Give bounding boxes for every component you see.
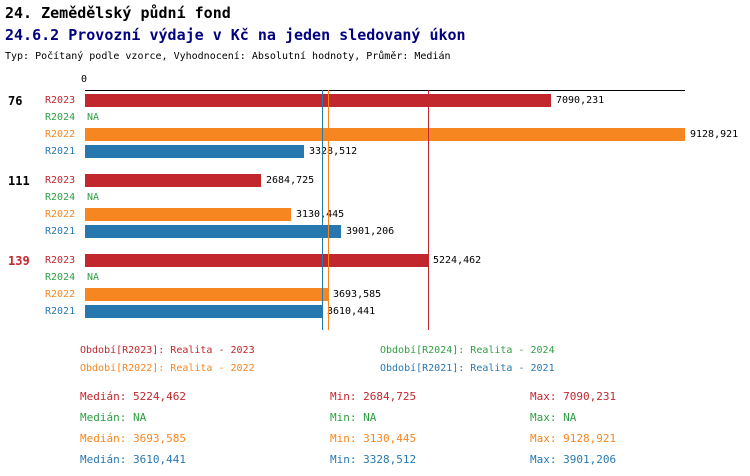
series-label-r2022: R2022 [45, 129, 76, 140]
axis-line [85, 90, 685, 91]
series-label-r2023: R2023 [45, 255, 76, 266]
bar-r2023 [85, 254, 428, 267]
median-line-r2021 [322, 90, 323, 330]
bar-r2023 [85, 174, 261, 187]
series-label-r2021: R2021 [45, 226, 76, 237]
series-label-r2024: R2024 [45, 112, 76, 123]
stat-median-r2021: Medián: 3610,441 [80, 453, 186, 466]
series-label-r2022: R2022 [45, 209, 76, 220]
stat-max-r2021: Max: 3901,206 [530, 453, 617, 466]
bar-r2022 [85, 208, 291, 221]
bar-value-label: 3610,441 [327, 306, 376, 317]
legend-item-r2022: Období[R2022]: Realita - 2022 [80, 363, 255, 374]
stat-max-r2024: Max: NA [530, 411, 577, 424]
bar-r2021 [85, 225, 341, 238]
stat-median-r2022: Medián: 3693,585 [80, 432, 186, 445]
legend-item-r2023: Období[R2023]: Realita - 2023 [80, 345, 255, 356]
bar-r2022 [85, 288, 328, 301]
group-row-label: 111 [8, 174, 30, 188]
bar-value-label: 3328,512 [309, 146, 358, 157]
bar-value-label: 7090,231 [556, 95, 605, 106]
chart-title: 24. Zemědělský půdní fond [5, 4, 231, 22]
bar-r2021 [85, 305, 322, 318]
stat-min-r2023: Min: 2684,725 [330, 390, 417, 403]
bar-r2021 [85, 145, 304, 158]
bar-value-label: 3130,445 [296, 209, 345, 220]
bar-value-na: NA [87, 112, 100, 123]
stat-min-r2024: Min: NA [330, 411, 377, 424]
group-row-label: 139 [8, 254, 30, 268]
chart-meta: Typ: Počítaný podle vzorce, Vyhodnocení:… [5, 51, 451, 62]
stat-median-r2023: Medián: 5224,462 [80, 390, 186, 403]
stat-min-r2022: Min: 3130,445 [330, 432, 417, 445]
legend-item-r2021: Období[R2021]: Realita - 2021 [380, 363, 555, 374]
series-label-r2021: R2021 [45, 146, 76, 157]
bar-r2023 [85, 94, 551, 107]
series-label-r2024: R2024 [45, 272, 76, 283]
bar-value-label: 2684,725 [266, 175, 315, 186]
series-label-r2023: R2023 [45, 95, 76, 106]
stat-max-r2023: Max: 7090,231 [530, 390, 617, 403]
legend-item-r2024: Období[R2024]: Realita - 2024 [380, 345, 555, 356]
chart-subtitle: 24.6.2 Provozní výdaje v Kč na jeden sle… [5, 26, 466, 44]
stat-max-r2022: Max: 9128,921 [530, 432, 617, 445]
bar-r2022 [85, 128, 685, 141]
bar-value-label: 5224,462 [433, 255, 482, 266]
chart-header: 24. Zemědělský půdní fond 24.6.2 Provozn… [5, 4, 466, 62]
bar-value-na: NA [87, 272, 100, 283]
series-label-r2024: R2024 [45, 192, 76, 203]
median-line-r2022 [328, 90, 329, 330]
bar-value-label: 3693,585 [333, 289, 382, 300]
series-label-r2022: R2022 [45, 289, 76, 300]
median-line-r2023 [428, 90, 429, 330]
series-label-r2021: R2021 [45, 306, 76, 317]
bar-value-label: 9128,921 [690, 129, 739, 140]
bar-value-na: NA [87, 192, 100, 203]
bar-value-label: 3901,206 [346, 226, 395, 237]
group-row-label: 76 [8, 94, 23, 108]
axis-zero-label: 0 [81, 74, 88, 85]
stat-min-r2021: Min: 3328,512 [330, 453, 417, 466]
stat-median-r2024: Medián: NA [80, 411, 147, 424]
series-label-r2023: R2023 [45, 175, 76, 186]
